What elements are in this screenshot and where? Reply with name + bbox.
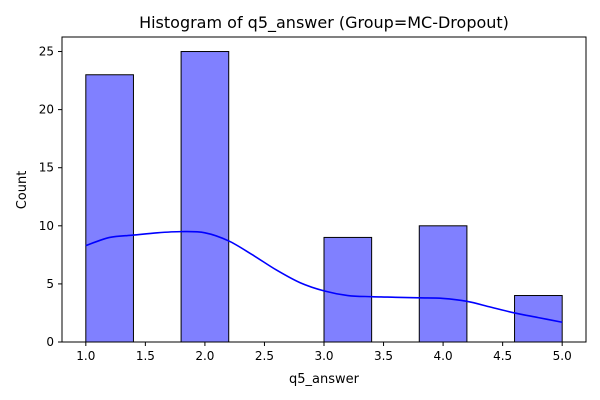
plot-frame bbox=[61, 36, 587, 343]
x-tick-label: 4.0 bbox=[434, 349, 453, 363]
kde-line bbox=[85, 230, 563, 324]
x-tick-label: 4.5 bbox=[493, 349, 512, 363]
y-tick-label: 25 bbox=[39, 45, 54, 59]
histogram-bar-3 bbox=[323, 236, 373, 343]
y-tick-label: 10 bbox=[39, 219, 54, 233]
y-tick-label: 15 bbox=[39, 161, 54, 175]
x-tick-label: 3.0 bbox=[314, 349, 333, 363]
x-tick-label: 5.0 bbox=[553, 349, 572, 363]
x-tick-label: 1.0 bbox=[76, 349, 95, 363]
x-axis-label: q5_answer bbox=[289, 372, 360, 387]
x-tick-label: 2.5 bbox=[255, 349, 274, 363]
y-tick-label: 5 bbox=[46, 277, 54, 291]
y-axis-label: Count bbox=[15, 171, 30, 210]
histogram-bar-1 bbox=[85, 74, 134, 343]
bars-layer bbox=[85, 51, 563, 343]
x-tick-label: 1.5 bbox=[136, 349, 155, 363]
kde-layer bbox=[85, 230, 563, 324]
ticks-layer: 1.0 1.5 2.0 2.5 3.0 3.5 4.0 4.5 5.0 0 5 10 15 20 25 bbox=[39, 45, 572, 363]
histogram-bar-2 bbox=[180, 51, 230, 343]
y-tick-label: 0 bbox=[46, 335, 54, 349]
histogram-bar-5 bbox=[514, 295, 563, 343]
y-tick-label: 20 bbox=[39, 103, 54, 117]
x-tick-label: 3.5 bbox=[374, 349, 393, 363]
histogram-bar-4 bbox=[418, 225, 468, 343]
chart-title: Histogram of q5_answer (Group=MC-Dropout… bbox=[139, 13, 509, 33]
x-tick-label: 2.0 bbox=[195, 349, 214, 363]
